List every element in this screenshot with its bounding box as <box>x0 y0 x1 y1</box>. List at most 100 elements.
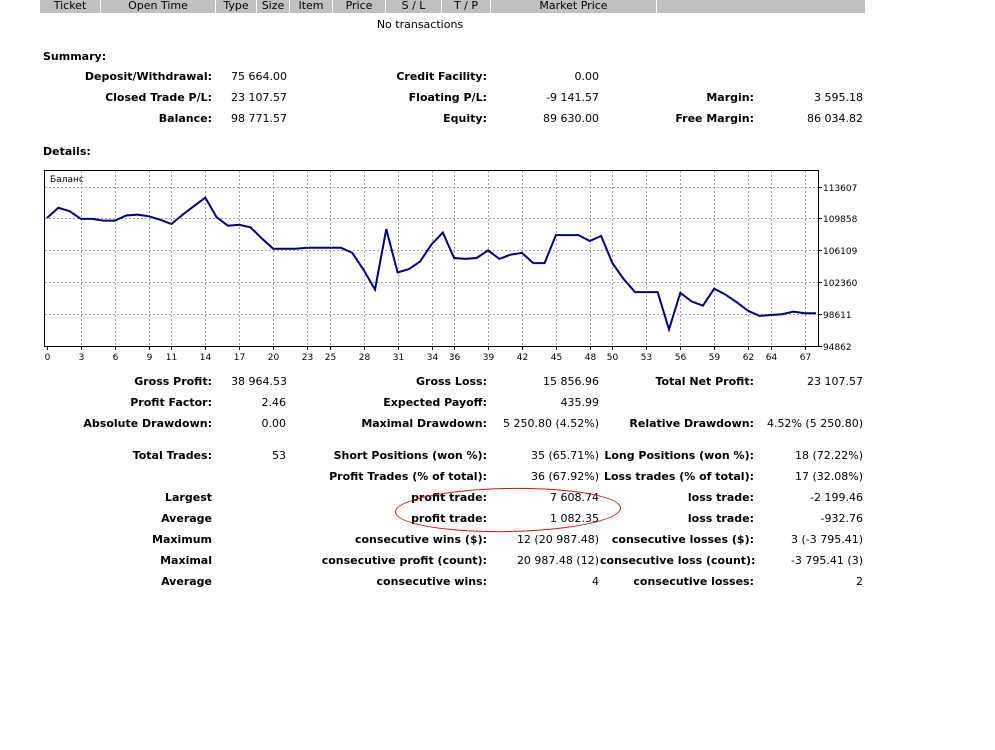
floating-pl-value: -9 141.57 <box>546 91 599 104</box>
gross-loss-value: 15 856.96 <box>543 375 599 388</box>
average-label: Average <box>161 512 212 525</box>
col-price[interactable]: Price <box>333 0 386 13</box>
x-tick-label: 0 <box>45 353 51 363</box>
x-tick-label: 6 <box>113 353 119 363</box>
equity-value: 89 630.00 <box>543 112 599 125</box>
average-loss-value: -932.76 <box>820 512 863 525</box>
loss-trades-label: Loss trades (% of total): <box>603 470 754 483</box>
max-cons-wins-label: consecutive wins ($): <box>354 533 487 546</box>
closed-pl-label: Closed Trade P/L: <box>105 91 212 104</box>
short-positions-value: 35 (65.71%) <box>530 449 599 462</box>
largest-loss-value: -2 199.46 <box>810 491 863 504</box>
total-trades-value: 53 <box>272 449 286 462</box>
avg-cons-wins-value: 4 <box>592 575 599 588</box>
long-positions-label: Long Positions (won %): <box>604 449 754 462</box>
avg-cons-wins-label: consecutive wins: <box>376 575 487 588</box>
absolute-drawdown-label: Absolute Drawdown: <box>83 417 212 430</box>
credit-label: Credit Facility: <box>396 70 487 83</box>
col-type[interactable]: Type <box>216 0 257 13</box>
x-tick-label: 42 <box>517 353 528 363</box>
relative-drawdown-label: Relative Drawdown: <box>629 417 754 430</box>
expected-payoff-label: Expected Payoff: <box>383 396 487 409</box>
x-tick-label: 34 <box>427 353 439 363</box>
col-size[interactable]: Size <box>257 0 290 13</box>
col-sl[interactable]: S / L <box>386 0 442 13</box>
relative-drawdown-value: 4.52% (5 250.80) <box>766 417 863 430</box>
balance-line <box>46 196 816 333</box>
x-tick-label: 62 <box>743 353 754 363</box>
x-tick-label: 14 <box>200 353 212 363</box>
expected-payoff-value: 435.99 <box>560 396 600 409</box>
total-trades-label: Total Trades: <box>132 449 212 462</box>
avg-cons-losses-label: consecutive losses: <box>633 575 754 588</box>
average-loss-label: loss trade: <box>687 512 754 525</box>
details-title: Details: <box>43 145 91 158</box>
average-profit-value: 1 082.35 <box>550 512 599 525</box>
floating-pl-label: Floating P/L: <box>408 91 487 104</box>
col-ticket[interactable]: Ticket <box>40 0 101 13</box>
largest-profit-value: 7 608.74 <box>550 491 599 504</box>
col-item[interactable]: Item <box>290 0 333 13</box>
x-tick-label: 17 <box>234 353 245 363</box>
col-open-time[interactable]: Open Time <box>101 0 216 13</box>
chart-title: Баланс <box>50 175 84 185</box>
x-tick-label: 45 <box>551 353 562 363</box>
maximal-profit-label: consecutive profit (count): <box>321 554 487 567</box>
credit-value: 0.00 <box>574 70 600 83</box>
x-tick-label: 28 <box>359 353 371 363</box>
col-empty <box>657 0 866 13</box>
average-cons-label: Average <box>161 575 212 588</box>
equity-label: Equity: <box>443 112 487 125</box>
col-market-price[interactable]: Market Price <box>491 0 657 13</box>
x-tick-label: 36 <box>449 353 461 363</box>
gross-loss-label: Gross Loss: <box>416 375 487 388</box>
profit-trades-label: Profit Trades (% of total): <box>329 470 487 483</box>
x-tick-label: 59 <box>709 353 721 363</box>
maximum-label: Maximum <box>152 533 212 546</box>
y-tick-label: 113607 <box>823 184 857 194</box>
free-margin-value: 86 034.82 <box>807 112 863 125</box>
avg-cons-losses-value: 2 <box>856 575 863 588</box>
x-tick-label: 48 <box>585 353 597 363</box>
x-tick-label: 64 <box>766 353 778 363</box>
max-cons-wins-value: 12 (20 987.48) <box>516 533 599 546</box>
maximal-label: Maximal <box>160 554 212 567</box>
long-positions-value: 18 (72.22%) <box>794 449 863 462</box>
deposit-value: 75 664.00 <box>231 70 287 83</box>
loss-trades-value: 17 (32.08%) <box>794 470 863 483</box>
x-tick-label: 31 <box>393 353 404 363</box>
balance-label: Balance: <box>158 112 212 125</box>
max-cons-losses-value: 3 (-3 795.41) <box>790 533 863 546</box>
y-tick-label: 94862 <box>823 343 852 353</box>
x-tick-label: 67 <box>800 353 811 363</box>
margin-value: 3 595.18 <box>814 91 863 104</box>
balance-value: 98 771.57 <box>231 112 287 125</box>
maximal-drawdown-label: Maximal Drawdown: <box>361 417 487 430</box>
maximal-drawdown-value: 5 250.80 (4.52%) <box>502 417 599 430</box>
largest-profit-label: profit trade: <box>411 491 487 504</box>
no-transactions-text: No transactions <box>376 18 464 31</box>
maximal-profit-value: 20 987.48 (12) <box>516 554 599 567</box>
profit-factor-label: Profit Factor: <box>130 396 212 409</box>
x-tick-label: 23 <box>302 353 313 363</box>
closed-pl-value: 23 107.57 <box>231 91 287 104</box>
summary-title: Summary: <box>43 50 107 63</box>
y-tick-label: 109858 <box>823 215 858 225</box>
maximal-loss-label: consecutive loss (count): <box>600 554 756 567</box>
x-tick-label: 56 <box>675 353 687 363</box>
total-net-profit-label: Total Net Profit: <box>655 375 755 388</box>
absolute-drawdown-value: 0.00 <box>261 417 287 430</box>
total-net-profit-value: 23 107.57 <box>807 375 863 388</box>
y-tick-label: 102360 <box>823 279 858 289</box>
y-tick-label: 98611 <box>823 311 852 321</box>
x-tick-label: 50 <box>607 353 619 363</box>
profit-trades-value: 36 (67.92%) <box>530 470 599 483</box>
x-tick-label: 9 <box>147 353 153 363</box>
deposit-label: Deposit/Withdrawal: <box>84 70 212 83</box>
x-tick-label: 53 <box>641 353 652 363</box>
col-tp[interactable]: T / P <box>442 0 491 13</box>
y-tick-label: 106109 <box>823 247 858 257</box>
x-tick-label: 20 <box>268 353 280 363</box>
